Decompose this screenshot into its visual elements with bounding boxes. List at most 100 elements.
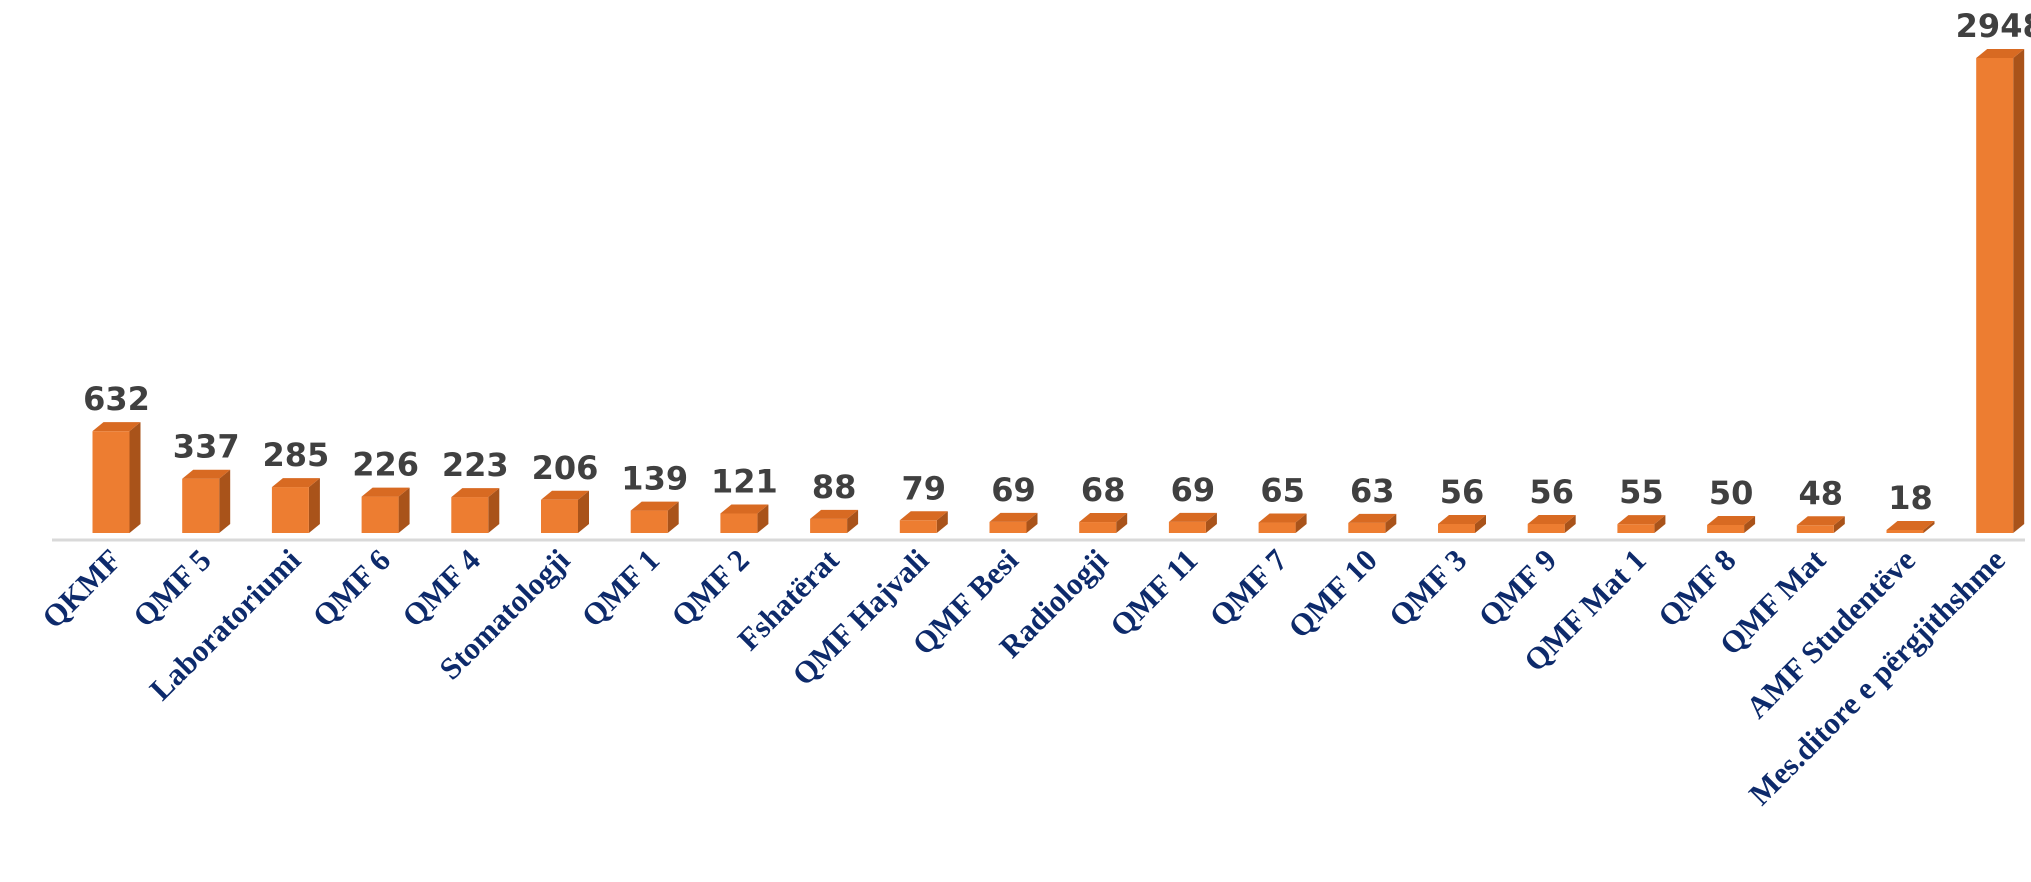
bar-side [578, 490, 589, 533]
bar-front [361, 496, 399, 533]
data-label: 69 [1171, 471, 1216, 509]
bar [1168, 512, 1217, 533]
bar-front [271, 487, 309, 533]
bar-top [1886, 521, 1935, 530]
data-label: 223 [442, 446, 509, 484]
bar [1079, 513, 1128, 533]
category-label: QMF 1 [575, 542, 667, 634]
data-label: 337 [173, 428, 240, 466]
category-label: QMF 3 [1382, 542, 1474, 634]
data-label: 139 [621, 460, 688, 498]
bar [361, 487, 410, 533]
bar-side [308, 478, 320, 533]
data-label: 632 [83, 380, 150, 418]
bar-top [1796, 516, 1845, 526]
bar-front [989, 521, 1027, 533]
bar-side [1295, 513, 1307, 533]
bar [451, 488, 500, 533]
bar-front [810, 518, 848, 533]
data-label: 18 [1888, 479, 1933, 517]
bar-top [361, 487, 410, 497]
category-label: QKMF [35, 542, 128, 635]
bar-front [92, 431, 130, 533]
bar-side [1923, 521, 1935, 533]
data-label: 48 [1799, 474, 1844, 512]
bar-top [451, 488, 500, 498]
bar-top [1258, 513, 1307, 523]
bar-top [1438, 514, 1486, 524]
data-label: 50 [1709, 474, 1754, 512]
data-label: 56 [1529, 473, 1574, 511]
bar-front [1258, 522, 1296, 533]
data-label: 285 [263, 436, 330, 474]
bar-top [1976, 49, 2025, 58]
bar [1886, 521, 1935, 533]
bar [271, 478, 320, 533]
value-labels-group: 632 337 285 226 223 206 139 121 88 79 69 68 69 65 63 56… [83, 7, 2031, 517]
bar-front [1438, 523, 1475, 533]
bar-top [271, 478, 320, 488]
data-label: 206 [532, 449, 599, 487]
bar-front [1976, 58, 2014, 533]
data-label: 68 [1081, 471, 1126, 509]
bar-side [757, 504, 769, 533]
bar-side [1026, 512, 1038, 533]
bar-side [1833, 516, 1845, 533]
bar-side [847, 509, 859, 533]
bar-top [1348, 513, 1397, 523]
bar-side [219, 469, 231, 533]
bar-front [1168, 521, 1206, 533]
bar-front [1079, 522, 1117, 533]
bar-front [630, 510, 668, 533]
data-label: 226 [352, 446, 419, 484]
bar [1438, 514, 1486, 533]
bar-top [92, 422, 141, 432]
category-label: QMF 10 [1281, 542, 1383, 644]
bar [1527, 514, 1576, 533]
bar [810, 509, 859, 533]
bar-side [667, 501, 679, 533]
bar-front [1527, 523, 1565, 533]
bar-side [488, 488, 500, 533]
data-label: 88 [812, 468, 857, 506]
data-label: 121 [711, 463, 778, 501]
bar [1796, 516, 1845, 533]
bar-side [1205, 512, 1217, 533]
bar-top [182, 469, 231, 479]
data-label: 63 [1350, 472, 1395, 510]
bar-top [989, 512, 1038, 522]
bar [1348, 513, 1397, 533]
bar-front [899, 520, 937, 533]
data-label: 65 [1260, 472, 1305, 510]
bar-top [1617, 515, 1666, 525]
bar-side [1385, 513, 1397, 533]
bar-side [1116, 513, 1128, 533]
data-label: 55 [1619, 473, 1664, 511]
bar-front [1886, 530, 1924, 533]
bar-front [451, 497, 489, 533]
bar-side [1744, 515, 1756, 533]
bar-side [398, 487, 410, 533]
bar [182, 469, 231, 533]
bar-side [129, 422, 141, 533]
bar-top [1707, 515, 1756, 525]
bar-front [1617, 524, 1655, 533]
data-label: 69 [991, 471, 1036, 509]
bar-top [1527, 514, 1576, 524]
bar-front [1796, 525, 1834, 533]
bar [1258, 513, 1307, 533]
bar-top [810, 509, 859, 519]
bar [1707, 515, 1756, 533]
bar [92, 422, 141, 533]
bar-front [1707, 524, 1745, 533]
bar [989, 512, 1038, 533]
bar [720, 504, 769, 533]
bar [899, 511, 948, 533]
bar [1976, 49, 2025, 533]
bar-top [720, 504, 769, 514]
bar-front [720, 513, 758, 533]
bar-side [1564, 514, 1576, 533]
bar [1617, 515, 1666, 533]
